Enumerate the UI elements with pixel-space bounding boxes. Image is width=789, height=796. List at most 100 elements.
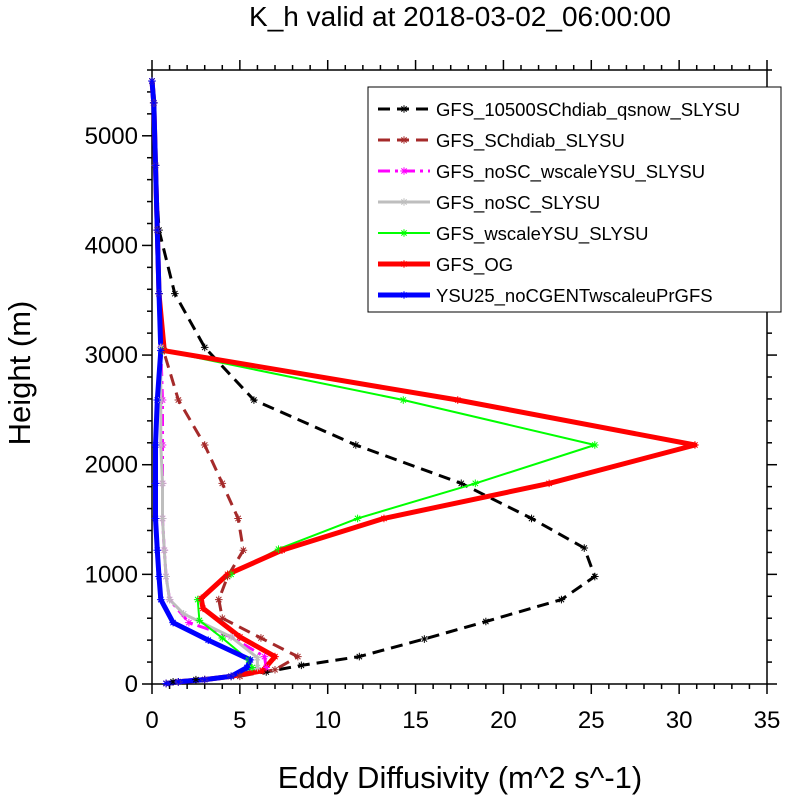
data-point <box>243 663 251 672</box>
data-point <box>223 570 232 579</box>
data-point <box>262 668 271 676</box>
data-point <box>169 678 177 686</box>
data-point <box>179 610 188 618</box>
data-point <box>218 614 227 623</box>
legend-entry-4: GFS_noSC_SLYSU <box>436 192 600 214</box>
data-point <box>239 546 248 555</box>
y-tick-label: 5000 <box>85 123 138 150</box>
data-point <box>162 572 170 581</box>
data-point <box>258 667 267 675</box>
y-tick-label: 3000 <box>85 342 138 369</box>
data-point <box>185 618 193 627</box>
data-point <box>151 161 160 170</box>
y-tick-label: 1000 <box>85 561 138 588</box>
data-point <box>271 652 279 661</box>
data-point <box>149 99 158 107</box>
legend-marker <box>400 198 408 206</box>
data-point <box>246 656 255 664</box>
legend-marker <box>400 229 408 237</box>
data-point <box>174 678 183 686</box>
y-axis-label: Height (m) <box>2 301 37 446</box>
series-line-2 <box>150 80 300 685</box>
y-tick-label: 4000 <box>85 232 138 259</box>
data-point <box>260 652 269 661</box>
series-markers-3 <box>148 77 271 688</box>
data-point <box>165 595 174 604</box>
data-point <box>527 514 536 523</box>
legend-marker <box>400 136 408 144</box>
data-point <box>257 634 265 642</box>
y-tick-label: 2000 <box>85 452 138 479</box>
data-point <box>197 594 205 603</box>
data-point <box>297 661 306 670</box>
y-tick-label: 0 <box>125 671 138 698</box>
data-point <box>353 514 362 523</box>
x-tick-label: 5 <box>233 707 246 734</box>
legend-box <box>367 86 782 313</box>
series-markers-7 <box>148 77 255 688</box>
data-point <box>236 633 244 641</box>
data-point <box>253 663 262 672</box>
x-tick-label: 25 <box>578 707 605 734</box>
data-point <box>160 546 169 555</box>
legend-marker <box>400 105 408 113</box>
data-point <box>156 441 165 449</box>
data-point <box>155 572 163 581</box>
data-point <box>271 665 279 674</box>
data-point <box>192 675 200 684</box>
x-tick-label: 0 <box>145 707 158 734</box>
legend-entry-2: GFS_SChdiab_SLYSU <box>436 130 625 152</box>
data-point <box>248 663 256 672</box>
x-tick-label: 15 <box>402 707 429 734</box>
data-point <box>151 479 160 488</box>
data-point <box>148 77 156 85</box>
chart-title: K_h valid at 2018-03-02_06:00:00 <box>249 1 671 32</box>
data-point <box>227 672 235 681</box>
legend-entry-1: GFS_10500SChdiab_qsnow_SLYSU <box>436 99 740 121</box>
legend-marker <box>400 260 408 268</box>
data-point <box>557 595 566 604</box>
legend-entry-5: GFS_wscaleYSU_SLYSU <box>436 223 649 245</box>
data-point <box>580 544 589 552</box>
data-point <box>174 396 183 404</box>
plot-area: 0 5 10 15 20 25 30 35 0 1000 2000 3000 4000 5000 GFS_1… <box>85 60 782 734</box>
data-point <box>591 441 599 449</box>
data-point <box>195 616 204 625</box>
data-point <box>278 546 286 555</box>
data-point <box>153 226 162 234</box>
data-point <box>153 546 162 555</box>
data-point <box>200 441 209 449</box>
data-point <box>691 441 699 449</box>
data-point <box>155 289 163 298</box>
series-markers-2 <box>148 77 302 688</box>
data-point <box>156 595 165 604</box>
data-point <box>274 545 283 553</box>
data-point <box>151 514 160 523</box>
data-point <box>420 635 429 643</box>
legend-entry-7: YSU25_noCGENTwscaleuPrGFS <box>436 285 713 307</box>
data-point <box>162 679 170 688</box>
data-point <box>158 479 167 488</box>
data-point <box>153 396 162 404</box>
data-point <box>250 396 258 404</box>
data-point <box>218 479 227 488</box>
data-point <box>380 514 388 523</box>
data-point <box>151 441 160 449</box>
data-point <box>399 396 408 404</box>
data-point <box>453 396 462 404</box>
data-point <box>355 652 364 661</box>
data-point <box>457 479 466 488</box>
data-point <box>253 653 262 662</box>
legend-entry-6: GFS_OG <box>436 254 513 276</box>
x-tick-label: 30 <box>666 707 693 734</box>
data-point <box>199 604 207 613</box>
data-point <box>262 663 271 672</box>
x-axis-label: Eddy Diffusivity (m^2 s^-1) <box>278 760 642 795</box>
data-point <box>234 514 242 523</box>
legend-marker <box>400 167 408 175</box>
legend-entry-3: GFS_noSC_wscaleYSU_SLYSU <box>436 161 705 183</box>
data-point <box>482 617 490 626</box>
x-tick-label: 20 <box>490 707 517 734</box>
data-point <box>158 514 167 523</box>
